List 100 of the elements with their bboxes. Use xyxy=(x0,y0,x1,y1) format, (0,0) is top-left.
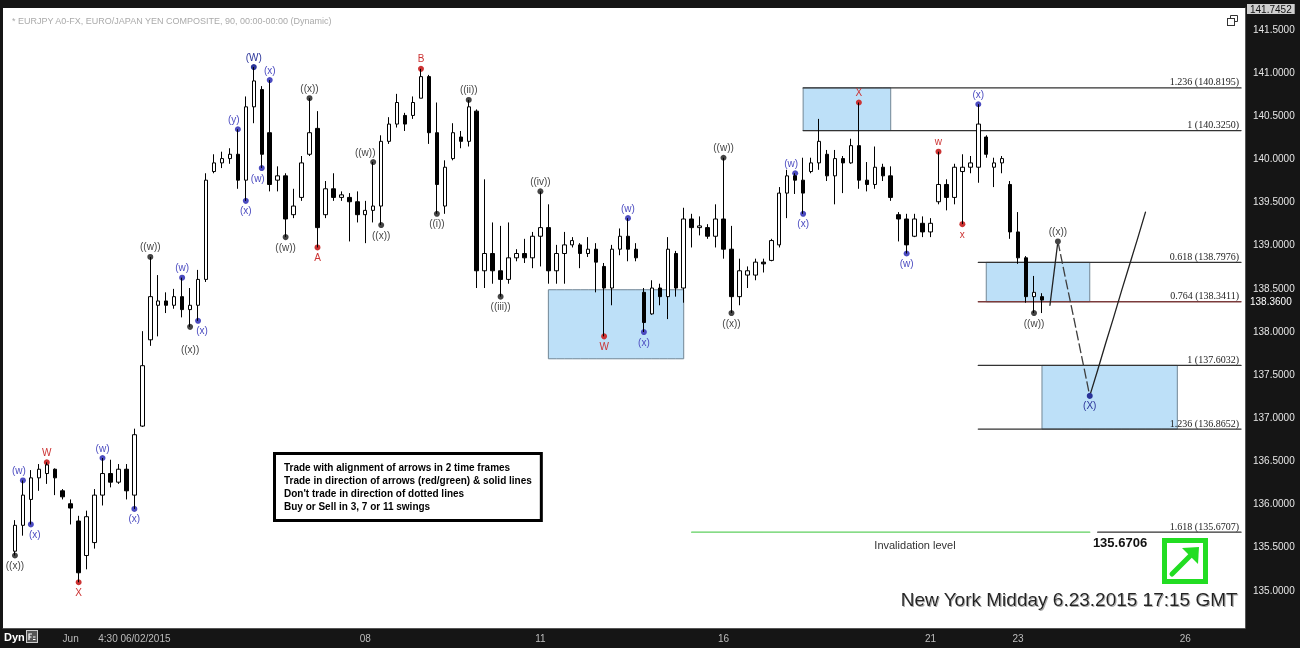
candlestick xyxy=(928,217,933,238)
candlestick xyxy=(148,256,153,347)
candlestick xyxy=(323,180,328,219)
candlestick xyxy=(244,95,248,202)
candlestick xyxy=(506,221,511,285)
candlestick xyxy=(29,469,33,525)
candlestick xyxy=(427,74,431,145)
y-tick-label: 135.0000 xyxy=(1253,584,1296,596)
x-tick-label: 26 xyxy=(1179,632,1192,644)
candlestick xyxy=(275,165,280,192)
series-label: 1.236 (136.8652) xyxy=(1169,417,1240,430)
candlestick xyxy=(379,134,383,226)
x-tick-label: 21 xyxy=(924,632,937,644)
candlestick xyxy=(1008,180,1012,240)
candlestick xyxy=(881,163,885,182)
candlestick xyxy=(339,190,344,202)
data-label: ((w)) xyxy=(275,241,296,253)
candlestick xyxy=(355,190,360,223)
candlestick xyxy=(634,242,638,262)
candlestick xyxy=(849,138,853,165)
text: 141.7452 xyxy=(1250,3,1293,15)
candlestick xyxy=(37,463,41,492)
x-tick-label: 11 xyxy=(535,632,547,644)
candlestick xyxy=(220,151,224,169)
x-tick-label: 16 xyxy=(717,632,730,644)
candlestick xyxy=(1016,211,1020,265)
y-tick-label: 137.0000 xyxy=(1253,411,1296,423)
candlestick xyxy=(482,178,487,289)
candlestick xyxy=(689,213,694,248)
x-tick-label: 08 xyxy=(359,632,372,644)
data-label: ((iv)) xyxy=(530,175,551,187)
candlestick xyxy=(164,291,168,314)
data-label: (X) xyxy=(1083,400,1097,412)
candlestick xyxy=(920,215,925,238)
candlestick xyxy=(658,283,662,306)
candlestick xyxy=(1000,155,1004,174)
candlestick xyxy=(952,163,957,205)
candlestick xyxy=(140,330,145,428)
candlestick xyxy=(992,157,996,188)
candlestick xyxy=(228,147,232,165)
candlestick xyxy=(737,258,742,306)
candlestick xyxy=(180,277,184,318)
candlestick xyxy=(467,99,471,148)
data-label: ((ii)) xyxy=(459,84,478,96)
data-label: ((w)) xyxy=(354,146,376,158)
data-label: (x) xyxy=(128,513,141,525)
candlestick xyxy=(347,192,352,242)
data-label: X xyxy=(75,586,83,598)
candlestick xyxy=(618,227,622,256)
candlestick xyxy=(92,488,97,550)
candlestick xyxy=(936,151,941,205)
candlestick xyxy=(474,108,479,289)
candlestick xyxy=(252,66,256,124)
y-tick-label: 141.0000 xyxy=(1253,66,1296,78)
text: * EURJPY A0-FX, EURO/JAPAN YEN COMPOSITE, 90, 00:00-00:00 (Dynamic) xyxy=(12,15,332,26)
y-tick-label: 139.5000 xyxy=(1253,196,1296,208)
candlestick xyxy=(172,288,176,310)
series-label: 0.618 (138.7976) xyxy=(1169,250,1240,263)
y-tick-label: 140.0000 xyxy=(1253,153,1296,165)
candlestick xyxy=(188,287,192,328)
data-label: (y) xyxy=(228,113,240,125)
candlestick xyxy=(1040,292,1044,314)
candlestick xyxy=(944,178,949,211)
candlestick xyxy=(514,248,519,262)
data-label: w xyxy=(933,136,943,148)
data-label: (w) xyxy=(95,442,110,454)
candlestick xyxy=(705,223,710,240)
candlestick xyxy=(363,200,367,244)
data-label: (w) xyxy=(175,262,190,274)
candlestick xyxy=(801,157,805,215)
annotation: New York Midday 6.23.2015 17:15 GMT xyxy=(900,589,1239,610)
point xyxy=(1054,238,1061,245)
data-label: ((x)) xyxy=(372,229,391,241)
candlestick xyxy=(283,172,288,238)
candlestick xyxy=(60,488,65,500)
candlestick xyxy=(570,236,574,248)
y-tick-label: 140.5000 xyxy=(1253,109,1296,121)
candlestick xyxy=(435,102,439,215)
candlestick xyxy=(578,242,582,269)
candlestick xyxy=(76,515,81,583)
data-label: ((w)) xyxy=(713,142,734,154)
y-tick-label: 136.5000 xyxy=(1253,455,1296,467)
data-label: (x) xyxy=(196,325,208,337)
candlestick xyxy=(299,155,304,202)
candlestick xyxy=(594,242,598,293)
y-tick-label: 135.5000 xyxy=(1253,541,1296,553)
candlestick xyxy=(411,95,415,120)
data-label: (w) xyxy=(621,202,635,214)
candlestick xyxy=(602,262,606,337)
data-label: ((i)) xyxy=(429,218,445,230)
data-label: (W) xyxy=(245,51,262,63)
candlestick xyxy=(825,149,829,182)
data-label: (x) xyxy=(263,64,276,76)
point xyxy=(1086,392,1093,399)
data-label: B xyxy=(417,53,425,65)
data-label: (w) xyxy=(784,157,799,169)
annotation: Invalidation level xyxy=(874,539,956,551)
candlestick xyxy=(761,258,766,273)
series-label: 1.236 (140.8195) xyxy=(1169,76,1240,89)
candlestick xyxy=(753,258,758,281)
